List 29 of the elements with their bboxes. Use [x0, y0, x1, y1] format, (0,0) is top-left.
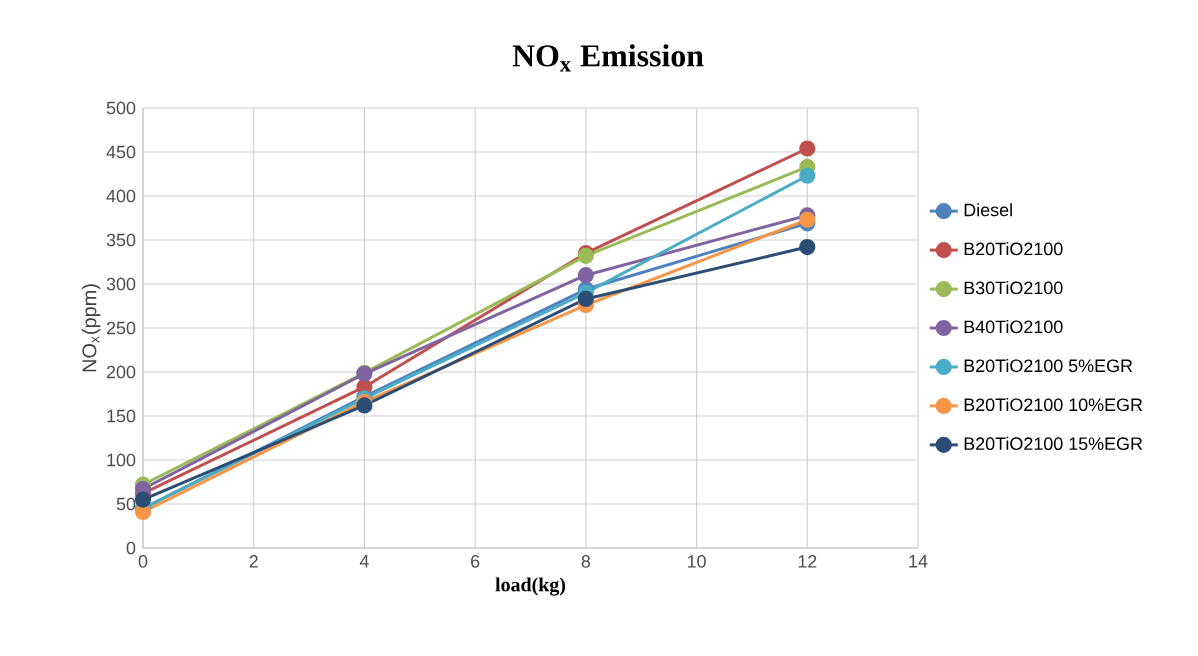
x-tick-label: 8 [581, 555, 591, 568]
x-tick-label: 6 [471, 555, 480, 568]
y-tick-label: 50 [116, 497, 136, 511]
x-tick-label: 0 [138, 555, 148, 568]
x-tick-label: 4 [359, 555, 369, 568]
y-tick-label: 300 [106, 277, 136, 291]
legend-label: B30TiO2100 [964, 281, 1063, 295]
y-tick-label: 200 [106, 365, 136, 379]
legend-label: B20TiO2100 5%EGR [964, 358, 1133, 373]
y-tick-label: 250 [106, 321, 136, 335]
y-axis-title: NO$_{x}$(ppm) [81, 284, 101, 372]
legend-label: B20TiO2100 10%EGR [964, 397, 1143, 412]
y-tick-label: 150 [107, 409, 136, 423]
y-tick-label: 450 [106, 145, 136, 159]
y-tick-label: 0 [126, 541, 136, 555]
legend-label: Diesel [964, 203, 1012, 217]
x-tick-label: 14 [909, 555, 928, 568]
legend-label: B40TiO2100 [964, 320, 1063, 334]
x-axis-title: load(kg) [495, 577, 566, 596]
legend-label: B20TiO2100 15%EGR [964, 436, 1143, 451]
legend-label: B20TiO2100 [964, 242, 1063, 256]
x-tick-label: 2 [249, 555, 258, 568]
chart-title: NO$_{x}$ Emission [512, 44, 704, 72]
y-tick-label: 400 [106, 189, 136, 203]
x-tick-label: 12 [798, 555, 817, 568]
x-tick-label: 10 [687, 555, 706, 568]
y-tick-label: 500 [106, 101, 136, 115]
y-tick-label: 100 [107, 453, 136, 467]
y-tick-label: 350 [106, 233, 136, 247]
